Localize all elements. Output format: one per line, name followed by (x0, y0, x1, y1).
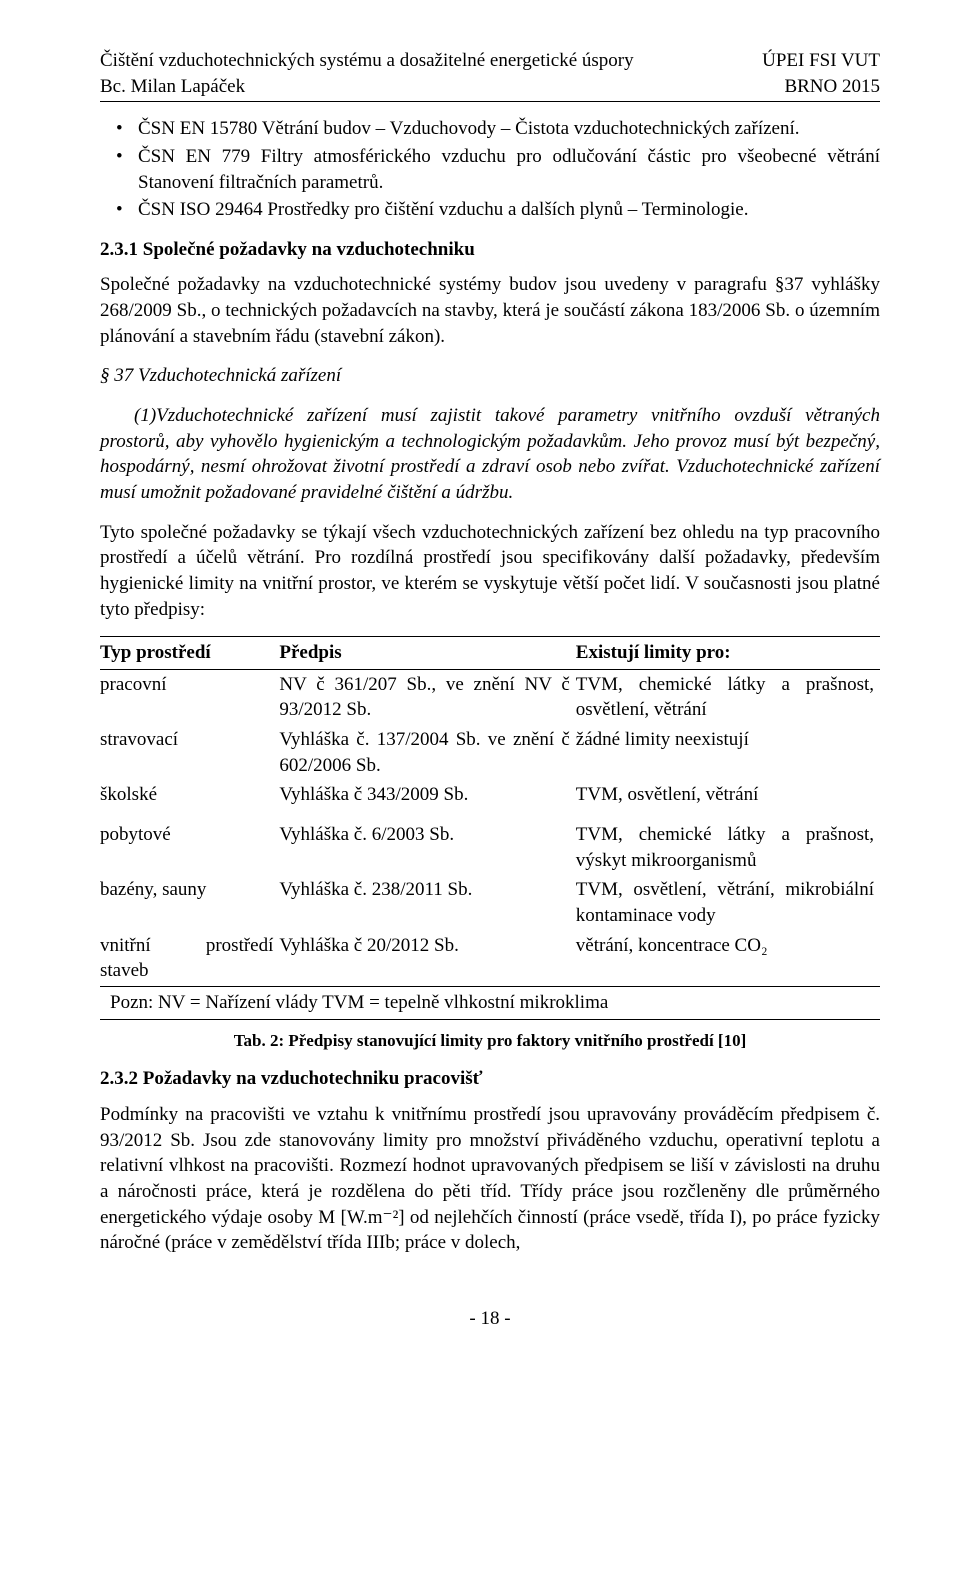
limits-table: Typ prostředí Předpis Existují limity pr… (100, 636, 880, 986)
cell: TVM, osvětlení, větrání (576, 780, 880, 810)
table-row: stravovací Vyhláška č. 137/2004 Sb. ve z… (100, 725, 880, 780)
cell: NV č 361/207 Sb., ve znění NV č 93/2012 … (279, 669, 575, 725)
header-title-left-2: Bc. Milan Lapáček (100, 74, 245, 100)
cell: Vyhláška č 20/2012 Sb. (279, 931, 575, 986)
p3-text: Vzduchotechnické zařízení musí zajistit … (100, 405, 880, 503)
table-col1: Typ prostředí (100, 637, 279, 670)
table-col3: Existují limity pro: (576, 637, 880, 670)
cell: školské (100, 780, 279, 810)
section-heading-231: 2.3.1 Společné požadavky na vzduchotechn… (100, 237, 880, 263)
cell: pracovní (100, 669, 279, 725)
standards-list: ČSN EN 15780 Větrání budov – Vzduchovody… (100, 116, 880, 223)
section232-p1: Podmínky na pracovišti ve vztahu k vnitř… (100, 1102, 880, 1256)
page-number: - 18 - (100, 1306, 880, 1332)
header-title-left-1: Čištění vzduchotechnických systému a dos… (100, 48, 634, 74)
cell: TVM, chemické látky a prašnost, výskyt m… (576, 820, 880, 875)
table-row: pracovní NV č 361/207 Sb., ve znění NV č… (100, 669, 880, 725)
table-row: vnitřní prostředí staveb Vyhláška č 20/2… (100, 931, 880, 986)
p3-lead: (1) (134, 405, 156, 426)
cell: bazény, sauny (100, 875, 279, 930)
list-item: ČSN EN 779 Filtry atmosférického vzduchu… (138, 144, 880, 195)
cell: TVM, chemické látky a prašnost, osvětlen… (576, 669, 880, 725)
cell: TVM, osvětlení, větrání, mikrobiální kon… (576, 875, 880, 930)
section231-p2-head: § 37 Vzduchotechnická zařízení (100, 363, 880, 389)
cell: pobytové (100, 820, 279, 875)
table-gap (100, 810, 880, 820)
table-col2: Předpis (279, 637, 575, 670)
list-item: ČSN EN 15780 Větrání budov – Vzduchovody… (138, 116, 880, 142)
table-note: Pozn: NV = Nařízení vlády TVM = tepelně … (100, 986, 880, 1020)
table-caption: Tab. 2: Předpisy stanovující limity pro … (100, 1030, 880, 1053)
cell: Vyhláška č 343/2009 Sb. (279, 780, 575, 810)
table-row: pobytové Vyhláška č. 6/2003 Sb. TVM, che… (100, 820, 880, 875)
cell: stravovací (100, 725, 279, 780)
cell: Vyhláška č. 137/2004 Sb. ve znění č 602/… (279, 725, 575, 780)
header-title-right-2: BRNO 2015 (784, 74, 880, 100)
page-header: Čištění vzduchotechnických systému a dos… (100, 48, 880, 102)
cell: žádné limity neexistují (576, 725, 880, 780)
section-heading-232: 2.3.2 Požadavky na vzduchotechniku praco… (100, 1066, 880, 1092)
header-title-right-1: ÚPEI FSI VUT (762, 48, 880, 74)
table-row: bazény, sauny Vyhláška č. 238/2011 Sb. T… (100, 875, 880, 930)
list-item: ČSN ISO 29464 Prostředky pro čištění vzd… (138, 197, 880, 223)
cell: větrání, koncentrace CO₂ (576, 931, 880, 986)
table-row: školské Vyhláška č 343/2009 Sb. TVM, osv… (100, 780, 880, 810)
cell: Vyhláška č. 238/2011 Sb. (279, 875, 575, 930)
section231-p4: Tyto společné požadavky se týkají všech … (100, 520, 880, 623)
section231-p1: Společné požadavky na vzduchotechnické s… (100, 272, 880, 349)
cell: Vyhláška č. 6/2003 Sb. (279, 820, 575, 875)
section231-p3: (1)Vzduchotechnické zařízení musí zajist… (100, 403, 880, 506)
cell: vnitřní prostředí staveb (100, 931, 279, 986)
